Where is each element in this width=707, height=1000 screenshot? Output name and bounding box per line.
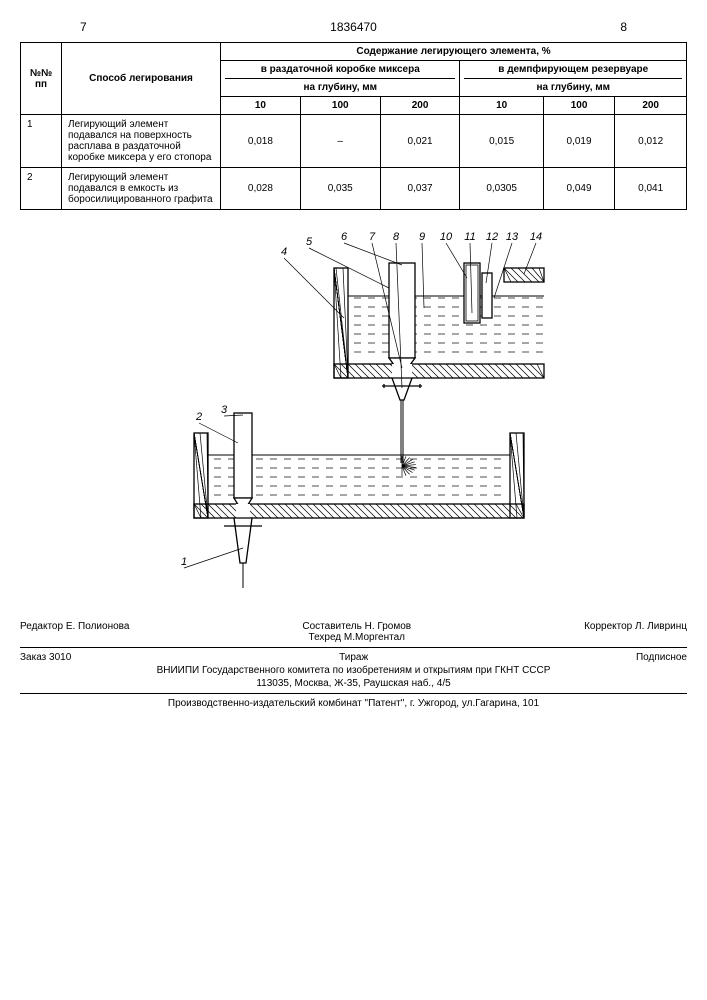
- sub-left-text: в раздаточной коробке миксера: [225, 64, 455, 75]
- org: ВНИИПИ Государственного комитета по изоб…: [20, 665, 687, 676]
- table-row: 2Легирующий элемент подавался в емкость …: [21, 168, 687, 210]
- svg-text:13: 13: [505, 231, 518, 243]
- svg-text:14: 14: [529, 231, 541, 243]
- compiler: Составитель Н. Громов: [302, 621, 411, 632]
- svg-text:11: 11: [464, 231, 475, 243]
- value-cell: 0,049: [543, 168, 615, 210]
- svg-text:9: 9: [418, 231, 424, 243]
- diagram-svg: 1234567891011121314: [144, 228, 564, 588]
- value-cell: 0,018: [221, 115, 301, 168]
- value-cell: 0,021: [380, 115, 460, 168]
- col-no-header: №№ пп: [21, 43, 62, 115]
- depth-cell: 10: [221, 97, 301, 115]
- depth-cell: 10: [460, 97, 543, 115]
- patent-number: 1836470: [87, 20, 621, 34]
- depth-cell: 200: [615, 97, 687, 115]
- table-row: 1Легирующий элемент подавался на поверхн…: [21, 115, 687, 168]
- value-cell: 0,041: [615, 168, 687, 210]
- value-cell: 0,0305: [460, 168, 543, 210]
- svg-text:4: 4: [280, 246, 286, 258]
- sub-right: в демпфирующем резервуаре на глубину, мм: [460, 61, 687, 97]
- corrector: Корректор Л. Ливринц: [584, 621, 687, 643]
- diagram: 1234567891011121314: [20, 228, 687, 591]
- svg-text:12: 12: [485, 231, 497, 243]
- col-method-header: Способ легирования: [62, 43, 221, 115]
- svg-text:1: 1: [180, 556, 186, 568]
- sub-left: в раздаточной коробке миксера на глубину…: [221, 61, 460, 97]
- svg-text:8: 8: [392, 231, 399, 243]
- row-no: 1: [21, 115, 62, 168]
- row-method: Легирующий элемент подавался на поверхно…: [62, 115, 221, 168]
- svg-text:5: 5: [305, 236, 312, 248]
- page-right: 8: [620, 20, 627, 34]
- page-left: 7: [80, 20, 87, 34]
- order: Заказ 3010: [20, 652, 71, 663]
- svg-text:2: 2: [194, 411, 201, 423]
- value-cell: 0,035: [300, 168, 380, 210]
- row-method: Легирующий элемент подавался в емкость и…: [62, 168, 221, 210]
- footer: Редактор Е. Полионова Составитель Н. Гро…: [20, 621, 687, 709]
- value-cell: 0,012: [615, 115, 687, 168]
- techred: Техред М.Моргентал: [309, 632, 405, 643]
- value-cell: 0,015: [460, 115, 543, 168]
- podpisnoe: Подписное: [636, 652, 687, 663]
- editor: Редактор Е. Полионова: [20, 621, 129, 643]
- addr2: Производственно-издательский комбинат "П…: [20, 698, 687, 709]
- tirazh: Тираж: [339, 652, 368, 663]
- svg-text:6: 6: [340, 231, 347, 243]
- data-table: №№ пп Способ легирования Содержание леги…: [20, 42, 687, 210]
- depth-cell: 100: [543, 97, 615, 115]
- value-cell: –: [300, 115, 380, 168]
- svg-text:7: 7: [368, 231, 375, 243]
- page-header: 7 1836470 8: [80, 20, 627, 34]
- row-no: 2: [21, 168, 62, 210]
- svg-text:10: 10: [439, 231, 452, 243]
- sub-right-text: в демпфирующем резервуаре: [464, 64, 682, 75]
- depth-cell: 100: [300, 97, 380, 115]
- group-header: Содержание легирующего элемента, %: [221, 43, 687, 61]
- addr1: 113035, Москва, Ж-35, Раушская наб., 4/5: [20, 678, 687, 689]
- value-cell: 0,028: [221, 168, 301, 210]
- depth-left: на глубину, мм: [225, 78, 455, 93]
- value-cell: 0,019: [543, 115, 615, 168]
- value-cell: 0,037: [380, 168, 460, 210]
- depth-cell: 200: [380, 97, 460, 115]
- depth-right: на глубину, мм: [464, 78, 682, 93]
- svg-text:3: 3: [220, 404, 227, 416]
